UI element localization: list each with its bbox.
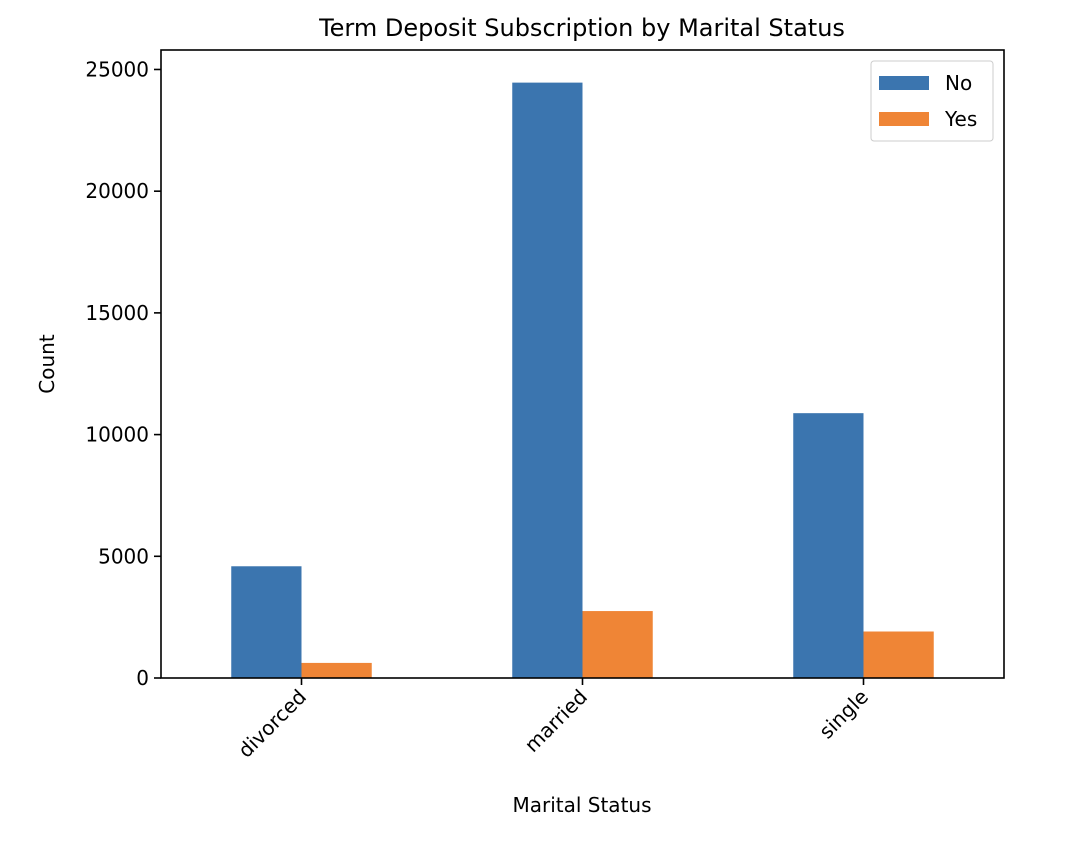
plot-frame [160, 49, 1005, 679]
bar-no-divorced [231, 566, 302, 678]
x-tick-label-married: married [520, 685, 592, 757]
bar-yes-single [863, 631, 934, 678]
y-axis: 0 5000 10000 15000 20000 25000 [85, 57, 161, 690]
x-tick-label-divorced: divorced [233, 685, 311, 763]
y-tick-label: 25000 [85, 57, 149, 81]
x-axis: divorced married single [233, 678, 873, 762]
legend-label-yes: Yes [944, 107, 977, 131]
bar-yes-married [582, 611, 653, 678]
bar-yes-divorced [301, 662, 372, 678]
bars [231, 82, 934, 679]
legend-label-no: No [945, 71, 972, 95]
y-tick-label: 5000 [98, 544, 149, 568]
legend-swatch-yes [879, 112, 929, 126]
x-axis-label: Marital Status [512, 793, 651, 817]
y-axis-label: Count [35, 334, 59, 394]
legend: No Yes [870, 60, 994, 142]
y-tick-label: 15000 [85, 301, 149, 325]
bar-no-single [793, 413, 864, 678]
bar-no-married [512, 82, 583, 679]
y-tick-label: 10000 [85, 423, 149, 447]
x-tick-label-single: single [814, 685, 873, 744]
legend-swatch-no [879, 76, 929, 90]
chart-title: Term Deposit Subscription by Marital Sta… [318, 14, 845, 42]
y-tick-label: 20000 [85, 179, 149, 203]
y-tick-label: 0 [136, 666, 149, 690]
